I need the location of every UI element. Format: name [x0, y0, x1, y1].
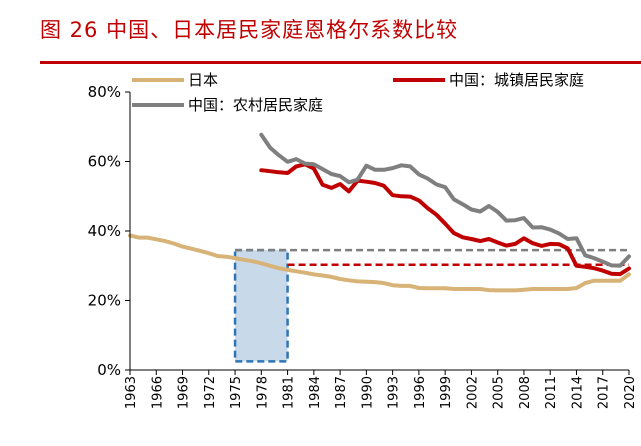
legend-item-china-urban: 中国：城镇居民家庭: [393, 71, 584, 89]
tick-labels: 0% 20% 40% 60% 80% 1963 1966 1969 1972 1975 1978 19…: [88, 83, 638, 409]
x-tick-label: 2011: [544, 376, 559, 409]
title-underline: [40, 61, 641, 64]
y-tick-label: 80%: [88, 83, 121, 101]
y-tick-label: 40%: [88, 222, 121, 240]
x-tick-label: 2008: [518, 376, 533, 409]
legend-item-japan: 日本: [132, 71, 218, 89]
plot-area: [128, 132, 631, 363]
x-tick-label: 1963: [124, 376, 139, 409]
y-tick-label: 0%: [97, 361, 121, 379]
x-tick-label: 1966: [150, 376, 165, 409]
figure-title: 图 26 中国、日本居民家庭恩格尔系数比较: [40, 18, 459, 42]
x-tick-label: 1972: [203, 376, 218, 409]
legend: 日本 中国：城镇居民家庭 中国：农村居民家庭: [132, 71, 584, 114]
series-line-china-rural: [259, 132, 631, 268]
series-line-china-urban: [259, 162, 631, 277]
x-tick-label: 1978: [255, 376, 270, 409]
series-line-japan: [128, 233, 631, 293]
legend-label-china-rural: 中国：农村居民家庭: [188, 96, 323, 114]
x-tick-label: 1996: [413, 376, 428, 409]
legend-label-china-urban: 中国：城镇居民家庭: [449, 71, 584, 89]
x-tick-label: 2017: [597, 376, 612, 409]
x-tick-label: 2002: [465, 376, 480, 409]
legend-label-japan: 日本: [188, 71, 218, 89]
x-tick-label: 1987: [334, 376, 349, 409]
x-tick-label: 1975: [229, 376, 244, 409]
x-tick-label: 2005: [492, 376, 507, 409]
x-tick-label: 1990: [360, 376, 375, 409]
x-tick-label: 2020: [623, 376, 638, 409]
x-tick-label: 1981: [282, 376, 297, 409]
x-tick-label: 1984: [308, 376, 323, 409]
y-tick-label: 60%: [88, 153, 121, 171]
x-tick-label: 1999: [439, 376, 454, 409]
legend-item-china-rural: 中国：农村居民家庭: [132, 96, 323, 114]
x-tick-label: 1993: [387, 376, 402, 409]
y-tick-label: 20%: [88, 292, 121, 310]
x-tick-label: 1969: [177, 376, 192, 409]
x-tick-label: 2014: [570, 376, 585, 409]
